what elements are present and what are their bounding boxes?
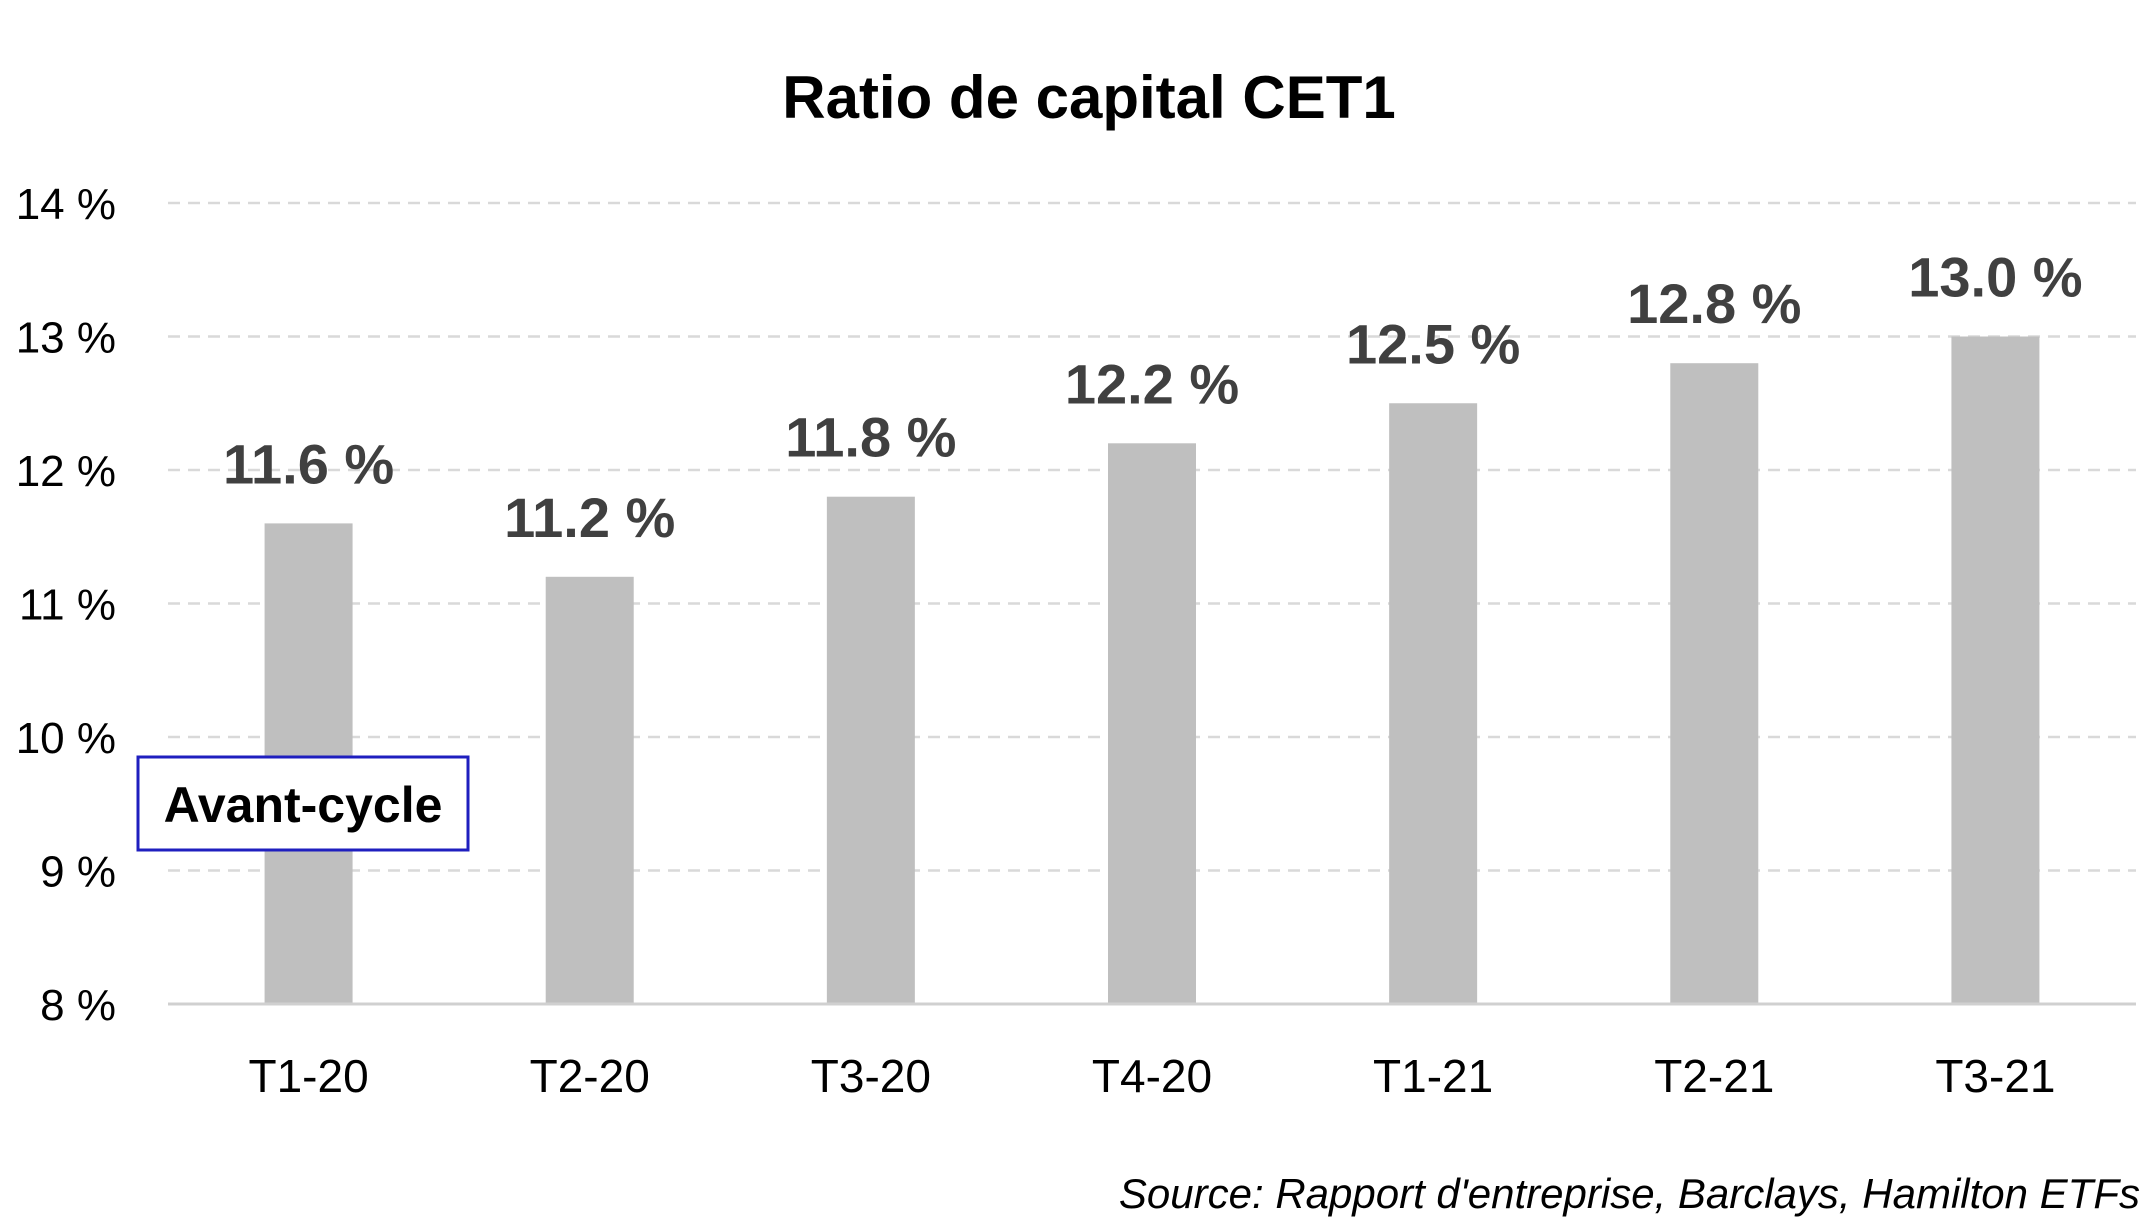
data-label: 13.0 % bbox=[1908, 246, 2082, 309]
x-tick-label: T1-21 bbox=[1373, 1050, 1493, 1102]
bar bbox=[1951, 336, 2040, 1004]
data-label: 11.6 % bbox=[223, 432, 394, 495]
annotation-label: Avant-cycle bbox=[164, 777, 443, 833]
bar bbox=[1670, 363, 1759, 1004]
y-tick-label: 12 % bbox=[16, 447, 116, 496]
x-axis-ticks: T1-20 T2-20 T3-20 T4-20 T1-21 T2-21 T3-21 bbox=[248, 1050, 2055, 1102]
annotation-box bbox=[136, 755, 470, 852]
x-tick-label: T2-21 bbox=[1654, 1050, 1774, 1102]
y-tick-label: 13 % bbox=[16, 314, 116, 363]
bar bbox=[1389, 403, 1478, 1004]
data-label: 12.5 % bbox=[1346, 312, 1520, 375]
y-tick-label: 9 % bbox=[40, 848, 116, 897]
bars bbox=[264, 336, 2040, 1004]
bar bbox=[545, 576, 634, 1004]
y-axis-ticks: 8 % 9 % 10 % 11 % 12 % 13 % 14 % bbox=[16, 180, 116, 1030]
x-tick-label: T2-20 bbox=[530, 1050, 650, 1102]
avant-cycle-annotation: Avant-cycle bbox=[136, 755, 470, 852]
bar bbox=[1108, 443, 1196, 1004]
x-tick-label: T1-20 bbox=[248, 1050, 368, 1102]
x-tick-label: T4-20 bbox=[1092, 1050, 1212, 1102]
y-tick-label: 11 % bbox=[19, 581, 116, 630]
data-label: 11.8 % bbox=[785, 406, 956, 469]
bar bbox=[826, 496, 915, 1004]
x-tick-label: T3-21 bbox=[1935, 1050, 2055, 1102]
chart-title: Ratio de capital CET1 bbox=[782, 64, 1395, 131]
y-tick-label: 8 % bbox=[40, 981, 116, 1030]
data-label: 12.8 % bbox=[1627, 272, 1801, 335]
data-label: 11.2 % bbox=[504, 486, 675, 549]
data-label: 12.2 % bbox=[1065, 352, 1239, 415]
x-tick-label: T3-20 bbox=[811, 1050, 931, 1102]
y-tick-label: 14 % bbox=[16, 180, 116, 229]
source-note: Source: Rapport d'entreprise, Barclays, … bbox=[1119, 1170, 2140, 1217]
y-tick-label: 10 % bbox=[16, 714, 116, 763]
data-labels: 11.6 % 11.2 % 11.8 % 12.2 % 12.5 % 12.8 % 13.0… bbox=[223, 246, 2083, 549]
